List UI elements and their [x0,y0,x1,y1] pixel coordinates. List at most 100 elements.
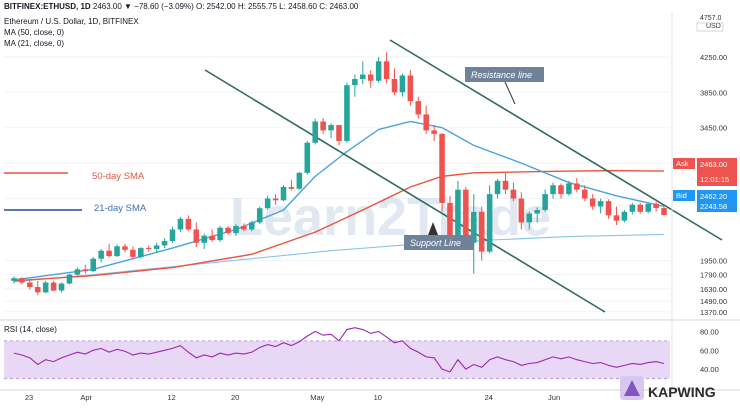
candle-body [550,185,556,195]
candle-body [58,283,65,291]
candle-body [494,180,501,195]
bid-price: 2462.20 [700,192,727,201]
candle [27,279,33,290]
ma21-legend[interactable]: MA (21, close, 0) [4,39,65,48]
chart-description: Ethereum / U.S. Dollar, 1D, BITFINEX [4,17,139,26]
ask-price-box [697,158,737,186]
candle [502,172,509,195]
sma50-label: 50-day SMA [92,171,145,182]
candle-body [542,194,548,211]
candle-body [597,201,604,207]
candle-body [19,278,25,283]
candle [193,222,200,248]
unit-box [696,22,724,32]
candle [169,226,176,243]
candle [11,276,17,284]
candle-body [423,114,429,131]
candle [589,194,596,211]
candle-body [209,235,215,241]
rsi-band [4,340,670,379]
candle-body [566,183,572,195]
candle [161,238,168,249]
candle [478,206,485,261]
candle [352,74,358,97]
candle [605,199,612,219]
candle [526,211,533,230]
candle-body [90,258,97,272]
candle [42,280,49,294]
candle-body [280,186,287,201]
candle [217,225,223,242]
candle [391,68,398,95]
kapwing-logo-mark [624,380,640,396]
price-tick-label: 3850.00 [700,88,727,97]
kapwing-logo [620,376,644,400]
candle-body [74,269,81,275]
candle-body [130,249,136,257]
candle-body [66,274,73,284]
candle [439,133,445,212]
candle-body [312,121,318,143]
x-tick-label: Apr [80,393,92,402]
candle [98,248,104,263]
price-axis-unit: USD [706,23,721,30]
candle [312,118,318,145]
candle [106,243,112,258]
candle [145,245,152,252]
candle-body [447,202,453,243]
bid-price-box [697,190,737,212]
candle [558,183,564,199]
resistance-trendline [389,39,723,241]
candle-body [581,189,588,199]
candle [50,280,57,292]
candle [328,123,334,139]
price-tick-label: 1370.00 [700,308,727,317]
candle [581,185,588,202]
candle [66,273,73,285]
candle [264,195,271,211]
rsi-tick-label: 60.00 [700,346,719,355]
candle [470,194,477,274]
ask-timer: 12:01:15 [700,175,729,184]
candle [288,179,295,191]
candle-body [42,282,49,293]
support-ma-line [13,233,665,283]
candle-body [193,229,200,243]
candle [360,61,366,85]
candle [653,202,659,212]
rsi-line [13,327,665,373]
candle-body [320,121,326,131]
x-tick-label: 24 [485,393,493,402]
candle-body [431,130,437,134]
candle-body [169,229,176,241]
candle [209,229,215,242]
candle-body [470,211,477,243]
candle-body [629,204,636,212]
rsi-tick-label: 40.00 [700,365,719,374]
candle-body [407,75,414,102]
candle-body [288,186,295,189]
candle-body [304,142,311,173]
ma50-legend[interactable]: MA (50, close, 0) [4,28,65,37]
candle [621,210,628,223]
candle-body [241,225,247,230]
candle-body [360,74,366,80]
candle-body [264,198,271,209]
candle-body [225,227,231,234]
candle [249,220,255,232]
ask-price: 2463.00 [700,160,727,169]
candle-body [153,245,160,249]
candle-body [122,246,128,250]
candle-body [589,198,596,207]
candle [431,125,437,141]
resistance-label-box [465,67,544,82]
candle-body [518,198,525,223]
candle [272,194,279,205]
candle [74,267,81,276]
candle-body [328,125,334,131]
candle-body [661,208,667,216]
rsi-title[interactable]: RSI (14, close) [4,325,57,334]
candle [494,179,501,199]
